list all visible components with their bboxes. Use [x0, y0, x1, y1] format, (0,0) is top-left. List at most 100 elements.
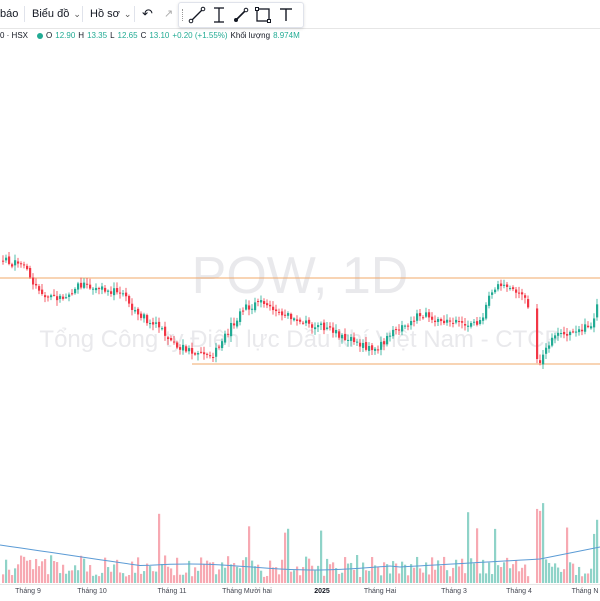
- candle-body: [2, 260, 5, 262]
- volume-bar: [371, 557, 374, 583]
- candle-body: [311, 324, 314, 328]
- candle-body: [350, 337, 353, 341]
- volume-bar: [314, 570, 317, 583]
- volume-bar: [464, 573, 467, 583]
- volume-bar: [269, 560, 272, 583]
- cursor-text-icon[interactable]: [209, 5, 229, 25]
- candle-body: [173, 341, 176, 343]
- volume-bar: [317, 565, 320, 583]
- volume-bar: [221, 562, 224, 583]
- candle-body: [500, 283, 503, 287]
- rectangle-icon[interactable]: [253, 5, 273, 25]
- candle-body: [596, 304, 599, 318]
- close-label: C: [140, 31, 147, 40]
- candle-body: [431, 316, 434, 320]
- candle-body: [107, 290, 110, 292]
- candle-body: [554, 335, 557, 339]
- volume-bar: [329, 564, 332, 583]
- candle-body: [527, 299, 530, 308]
- volume-bar: [353, 569, 356, 583]
- volume-bar: [509, 568, 512, 583]
- volume-bar: [62, 564, 65, 583]
- volume-bar: [560, 571, 563, 583]
- text-tool-icon[interactable]: [276, 5, 296, 25]
- candle-body: [413, 320, 416, 322]
- volume-bar: [347, 563, 350, 583]
- candle-body: [140, 313, 143, 318]
- candle-body: [536, 308, 539, 360]
- volume-bar: [473, 563, 476, 583]
- volume-bar: [578, 566, 581, 583]
- candlestick-series: [2, 251, 599, 370]
- candle-body: [185, 346, 188, 352]
- volume-bar: [440, 565, 443, 583]
- symbol-label[interactable]: 0 · HSX: [0, 31, 29, 40]
- market-status-icon: [37, 32, 44, 39]
- candle-body: [293, 318, 296, 321]
- volume-bar: [401, 561, 404, 583]
- candle-body: [425, 312, 428, 317]
- volume-bar: [158, 513, 161, 583]
- redo-icon[interactable]: ↗: [164, 8, 174, 20]
- candle-body: [299, 319, 302, 322]
- candle-body: [74, 288, 77, 294]
- candle-body: [578, 329, 581, 333]
- candle-body: [557, 332, 560, 336]
- chart-menu[interactable]: Biểu đồ ⌄: [32, 0, 81, 28]
- candle-body: [143, 314, 146, 319]
- undo-icon[interactable]: ↶: [142, 6, 153, 21]
- volume-bar: [230, 564, 233, 583]
- candle-body: [380, 341, 383, 350]
- drag-handle-icon[interactable]: [182, 9, 185, 21]
- candle-body: [170, 338, 173, 341]
- volume-bar: [161, 563, 164, 583]
- candle-body: [167, 337, 170, 340]
- candle-body: [329, 326, 332, 328]
- volume-bar: [407, 575, 410, 583]
- candle-body: [86, 283, 89, 285]
- candle-body: [467, 325, 470, 327]
- alerts-menu[interactable]: báo: [0, 0, 18, 28]
- time-axis-label: Tháng 3: [441, 588, 467, 595]
- price-chart[interactable]: POW, 1D Tổng Công ty Điện lực Dầu khí Vi…: [0, 45, 600, 584]
- candle-body: [17, 261, 20, 264]
- volume-bar: [515, 560, 518, 583]
- volume-bar: [545, 559, 548, 583]
- volume-bar: [431, 557, 434, 583]
- volume-bar: [359, 576, 362, 583]
- volume-bar: [83, 558, 86, 583]
- candle-body: [209, 355, 212, 357]
- volume-bar: [365, 570, 368, 583]
- brush-icon[interactable]: [231, 5, 251, 25]
- candle-body: [212, 357, 215, 359]
- volume-bar: [11, 575, 14, 583]
- candle-body: [287, 313, 290, 316]
- trend-line-icon[interactable]: [187, 5, 207, 25]
- candle-body: [116, 288, 119, 293]
- volume-bar: [335, 568, 338, 583]
- chevron-down-icon: ⌄: [73, 9, 81, 19]
- volume-bar: [587, 573, 590, 583]
- candle-body: [485, 304, 488, 319]
- candle-body: [278, 311, 281, 313]
- candle-body: [155, 322, 158, 324]
- volume-bar: [548, 562, 551, 583]
- volume-bar: [8, 569, 11, 583]
- volume-bar: [248, 526, 251, 583]
- candle-body: [152, 322, 155, 325]
- candle-body: [590, 326, 593, 329]
- candle-body: [434, 320, 437, 323]
- candle-body: [419, 313, 422, 317]
- candle-body: [302, 322, 305, 324]
- volume-bar: [227, 556, 230, 583]
- candle-body: [176, 342, 179, 348]
- candle-body: [215, 347, 218, 357]
- candle-body: [11, 264, 14, 267]
- volume-bar: [554, 563, 557, 583]
- volume-bar: [101, 572, 104, 583]
- candle-body: [56, 296, 59, 301]
- candle-body: [164, 326, 167, 336]
- candle-body: [458, 321, 461, 323]
- volume-bar: [491, 574, 494, 583]
- profile-menu[interactable]: Hồ sơ ⌄: [90, 0, 131, 28]
